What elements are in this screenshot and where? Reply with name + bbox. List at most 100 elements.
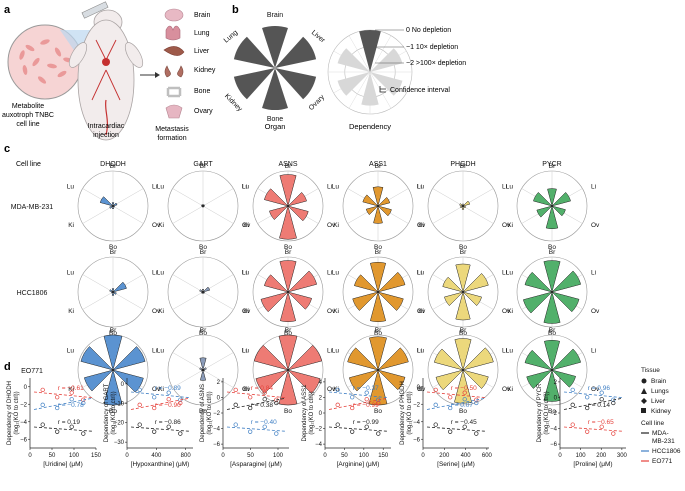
legend-tissue-item: Brain <box>651 378 667 385</box>
y-tick-label: 0 <box>121 382 125 388</box>
bone-icon <box>166 86 182 98</box>
radar-petal <box>112 291 117 295</box>
correlation-annotation: r = 0.96 <box>588 385 611 392</box>
axis-label-bone: Bo <box>459 244 467 251</box>
mouse-icon <box>68 9 144 141</box>
axis-label-brain: Br <box>460 249 467 256</box>
data-point <box>448 405 453 411</box>
x-tick-label: 0 <box>221 453 225 459</box>
axis-label-brain: Br <box>285 249 292 256</box>
axis-label-lung: Lu <box>417 270 425 277</box>
axis-label-lung: Lu <box>242 184 250 191</box>
axis-label-ovary: Ov <box>417 222 426 229</box>
radar-petal <box>444 291 464 306</box>
axis-label-ovary: Ov <box>502 222 511 229</box>
axis-label-lung: Lu <box>332 184 340 191</box>
axis-label-ovary: Ov <box>502 386 511 393</box>
axis-label-brain: Br <box>200 249 207 256</box>
x-tick-label: 50 <box>49 453 56 459</box>
axis-label-lung: Lu <box>67 184 75 191</box>
axis-label-kidney: Ki <box>158 222 164 229</box>
radar-petal <box>199 357 207 371</box>
axis-label-liver: Li <box>417 348 422 355</box>
trend-line <box>328 426 388 432</box>
dependency-wheel-caption: Dependency <box>349 122 391 131</box>
axis-label-lung: Lu <box>417 184 425 191</box>
correlation-annotation: r = −0.50 <box>451 385 477 392</box>
organ-petal <box>233 36 275 68</box>
radar-petal <box>459 203 464 207</box>
y-tick-label: 4 <box>319 380 323 386</box>
radar-petal <box>377 369 406 391</box>
y-tick-label: 2 <box>217 380 221 386</box>
radar-petal <box>202 205 204 208</box>
correlation-annotation: r = 0.07 <box>451 402 474 409</box>
axis-label-lung: Lu <box>67 348 75 355</box>
x-tick-label: 150 <box>378 453 389 459</box>
axis-label-brain: Br <box>549 163 556 170</box>
radar-petal <box>109 205 114 209</box>
legend-cell-line-item: MDA- <box>652 430 669 437</box>
data-point <box>364 390 369 395</box>
axis-label-kidney: Ki <box>507 308 513 315</box>
correlation-annotation: r = 0.19 <box>58 419 81 426</box>
axis-label-lung: Lu <box>417 348 425 355</box>
radar-petal <box>112 369 144 393</box>
dependency-petal <box>359 30 381 72</box>
lung-icon <box>165 25 181 41</box>
radar-petal <box>279 291 297 322</box>
x-tick-label: 600 <box>482 453 493 459</box>
data-point <box>462 397 467 402</box>
y-tick-label: −4 <box>550 427 558 433</box>
data-point <box>152 429 157 434</box>
panel-label-d: d <box>4 361 11 373</box>
legend-tissue-item: Liver <box>651 398 666 405</box>
y-axis-label: (log₂(KO to ctrl)) <box>309 391 315 434</box>
radar-petal <box>551 369 576 388</box>
data-point <box>570 387 575 392</box>
organ-petal <box>262 68 288 110</box>
axis-label-bone: Bo <box>109 408 117 415</box>
gene-header: GART <box>193 161 213 168</box>
axis-label-kidney: Ki <box>418 386 424 393</box>
data-point <box>570 422 575 427</box>
axis-label-lung: Lu <box>242 270 250 277</box>
axis-label-lung: Lu <box>242 348 250 355</box>
radar-petal <box>354 274 379 293</box>
y-tick-label: 0 <box>319 411 323 417</box>
axis-label-bone: Bo <box>199 330 207 337</box>
data-point <box>611 431 616 436</box>
radar-petal <box>526 369 553 389</box>
square-marker-icon <box>641 408 646 413</box>
x-tick-label: 100 <box>576 453 587 459</box>
radar-petal <box>372 186 384 207</box>
data-point <box>274 400 279 406</box>
axis-label-bone: Bo <box>548 408 556 415</box>
data-point <box>152 395 157 400</box>
organ-petal <box>275 36 317 68</box>
axis-label-liver: Li <box>502 270 507 277</box>
radar-petal <box>352 291 379 311</box>
radar-petal <box>199 369 207 381</box>
axis-label-bone: Bo <box>374 408 382 415</box>
x-tick-label: 100 <box>69 453 80 459</box>
axis-label-bone: Bo <box>284 244 292 251</box>
correlation-annotation: r = −0.99 <box>353 402 379 409</box>
axis-label-liver: Li <box>152 270 157 277</box>
legend-cell-line-item: MB-231 <box>652 438 675 445</box>
data-point <box>262 397 267 402</box>
radar-petal <box>522 291 553 314</box>
axis-label-brain: Br <box>110 327 117 334</box>
radar-petal <box>369 336 387 371</box>
radar-petal <box>462 200 471 207</box>
y-axis-label: Dependency of ASNS <box>200 384 206 442</box>
axis-label-kidney: Ki <box>418 308 424 315</box>
data-point <box>474 431 479 436</box>
axis-label-brain: Br <box>110 163 117 170</box>
axis-label-brain: Br <box>200 327 207 334</box>
y-tick-label: −6 <box>550 442 558 448</box>
